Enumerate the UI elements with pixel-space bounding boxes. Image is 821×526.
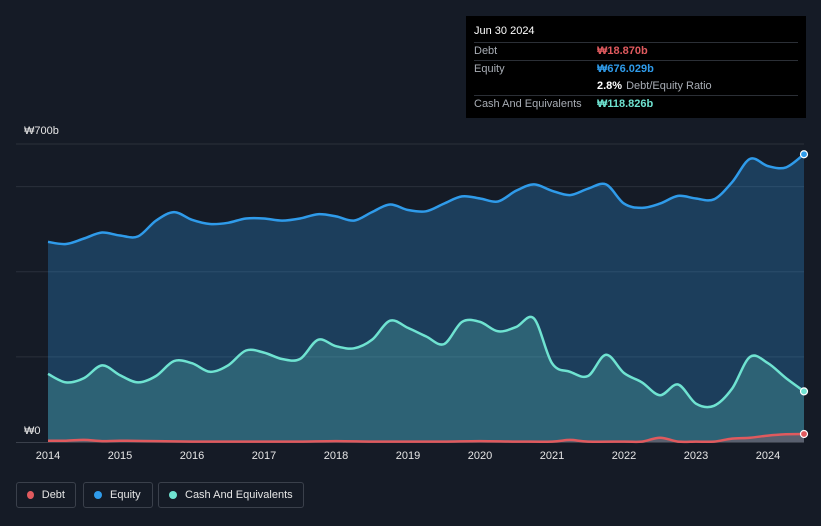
tooltip: Jun 30 2024 Debt ₩18.870b Equity ₩676.02…: [466, 16, 806, 118]
y-tick-label-zero: ₩0: [24, 425, 41, 437]
equity-legend-dot-icon: [94, 491, 102, 499]
x-tick-label: 2020: [467, 450, 493, 462]
tooltip-debt-value: ₩18.870b: [597, 45, 648, 57]
cash-area: [48, 316, 804, 442]
tooltip-equity-label: Equity: [474, 63, 505, 75]
tooltip-cash-label: Cash And Equivalents: [474, 98, 582, 110]
legend-label-cash: Cash And Equivalents: [185, 489, 293, 501]
debt-legend-dot-icon: [27, 491, 34, 499]
x-tick-label: 2017: [251, 450, 277, 462]
tooltip-debt-row: Debt ₩18.870b: [474, 42, 798, 60]
legend-item-equity[interactable]: Equity: [83, 482, 153, 508]
tooltip-cash-row: Cash And Equivalents ₩118.826b: [474, 95, 798, 113]
y-tick-label-top: ₩700b: [24, 125, 59, 137]
x-tick-label: 2023: [683, 450, 709, 462]
legend-label-debt: Debt: [41, 489, 65, 501]
x-tick-label: 2018: [323, 450, 349, 462]
legend-item-debt[interactable]: Debt: [16, 482, 76, 508]
tooltip-date: Jun 30 2024: [474, 25, 535, 37]
tooltip-cash-value: ₩118.826b: [597, 98, 654, 110]
legend-item-cash[interactable]: Cash And Equivalents: [158, 482, 304, 508]
tooltip-equity-row: Equity ₩676.029b: [474, 60, 798, 78]
end-markers: [799, 150, 809, 439]
x-tick-label: 2015: [107, 450, 133, 462]
x-tick-label: 2024: [755, 450, 781, 462]
x-tick-label: 2014: [35, 450, 61, 462]
tooltip-ratio-value: 2.8%: [597, 80, 623, 92]
tooltip-ratio-label: Debt/Equity Ratio: [626, 80, 712, 92]
debt-line: [47, 432, 805, 444]
tooltip-ratio-row: 2.8% Debt/Equity Ratio: [474, 78, 798, 95]
tooltip-equity-value: ₩676.029b: [597, 63, 654, 75]
tooltip-debt-label: Debt: [474, 45, 498, 57]
cash-line: [47, 315, 805, 409]
equity-line: [47, 153, 805, 246]
legend-label-equity: Equity: [110, 489, 141, 501]
equity-area: [48, 154, 804, 442]
x-tick-label: 2021: [539, 450, 565, 462]
cash-legend-dot-icon: [169, 491, 177, 499]
x-tick-label: 2016: [179, 450, 205, 462]
series-lines: [47, 153, 805, 444]
cash-end-marker: [799, 387, 809, 396]
debt-end-marker: [799, 429, 809, 439]
x-tick-label: 2022: [611, 450, 637, 462]
equity-end-marker: [799, 150, 809, 159]
x-tick-label: 2019: [395, 450, 421, 462]
